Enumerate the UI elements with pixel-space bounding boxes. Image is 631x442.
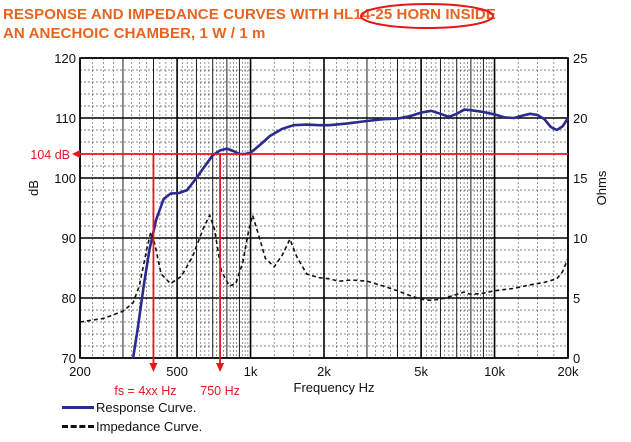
v-marker-label: 750 Hz — [200, 384, 240, 398]
x-tick-label: 2k — [317, 364, 331, 379]
marker-lines: 104 dB fs = 4xx Hz 750 Hz — [30, 148, 568, 398]
x-tick-label: 500 — [166, 364, 188, 379]
x-tick-label: 10k — [484, 364, 505, 379]
legend-label-response: Response Curve. — [96, 400, 197, 415]
x-axis-label: Frequency Hz — [294, 380, 375, 395]
y-left-tick-label: 70 — [62, 351, 76, 366]
y-right-tick-label: 25 — [573, 51, 587, 66]
axis-ticks: 200 500 1k 2k 5k 10k 20k 70 80 90 100 110 120 0 5 10 15 2… — [54, 51, 587, 379]
y-right-tick-label: 0 — [573, 351, 580, 366]
x-tick-label: 200 — [69, 364, 91, 379]
x-tick-label: 20k — [558, 364, 579, 379]
y-left-tick-label: 100 — [54, 171, 76, 186]
legend-swatch-response — [62, 406, 94, 410]
x-tick-label: 1k — [244, 364, 258, 379]
y-right-tick-label: 5 — [573, 291, 580, 306]
y-left-tick-label: 110 — [55, 111, 76, 126]
h-marker-label: 104 dB — [30, 148, 70, 162]
h-marker-arrowhead — [72, 150, 80, 158]
legend-label-impedance: Impedance Curve. — [96, 419, 203, 434]
y-right-tick-label: 20 — [573, 111, 587, 126]
chart-title-line-2: AN ANECHOIC CHAMBER, 1 W / 1 m — [3, 25, 266, 42]
y-right-tick-label: 15 — [573, 171, 587, 186]
legend-item-response: Response Curve. — [62, 400, 196, 415]
y-left-axis-label: dB — [26, 180, 41, 196]
chart-series — [79, 108, 570, 359]
y-right-axis-label: Ohms — [594, 170, 609, 205]
plot-frame — [79, 57, 569, 359]
y-left-tick-label: 80 — [62, 291, 76, 306]
impedance-curve — [79, 214, 569, 323]
v-marker-arrowhead — [149, 363, 158, 372]
v-marker-label: fs = 4xx Hz — [114, 384, 176, 398]
x-tick-label: 5k — [414, 364, 428, 379]
legend-item-impedance: Impedance Curve. — [62, 419, 202, 434]
y-left-tick-label: 90 — [62, 231, 76, 246]
y-right-tick-label: 10 — [573, 231, 587, 246]
axis-labels: Frequency Hz dB Ohms — [26, 170, 609, 395]
response-curve — [131, 108, 570, 359]
y-left-tick-label: 120 — [54, 51, 76, 66]
chart-title-line-1: RESPONSE AND IMPEDANCE CURVES WITH HL14-… — [3, 6, 496, 23]
horn-name-highlight — [360, 3, 494, 29]
legend-swatch-impedance — [62, 425, 94, 429]
v-marker-arrowhead — [216, 363, 225, 372]
